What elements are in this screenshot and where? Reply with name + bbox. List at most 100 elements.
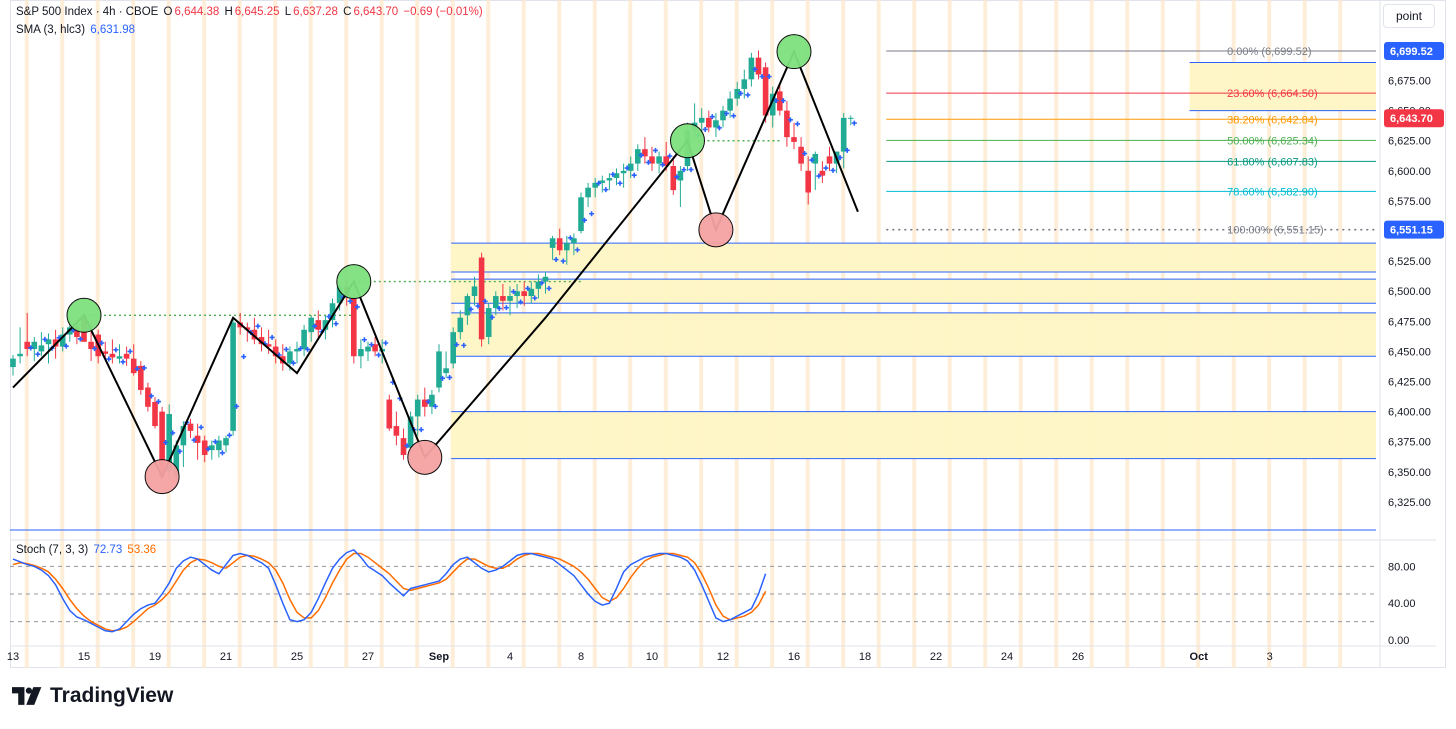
sma-marker: [745, 92, 751, 98]
sma-marker: [475, 303, 481, 309]
candle-body: [521, 291, 527, 297]
fib-level-label: 0.00% (6,699.52): [1227, 46, 1311, 58]
time-tick-label: 26: [1072, 651, 1084, 663]
chart-canvas[interactable]: 0.00% (6,699.52) 23.60% (6,664.50) 38.20% …: [0, 0, 1456, 672]
candle-body: [805, 170, 811, 193]
candle-body: [166, 414, 172, 472]
sma-marker: [333, 321, 339, 327]
candle-body: [10, 358, 16, 368]
sma-marker: [120, 359, 126, 365]
price-tick-label: 6,375.00: [1388, 437, 1431, 449]
time-tick-label: 22: [930, 651, 942, 663]
candle-body: [656, 156, 662, 164]
sma-marker: [191, 437, 197, 443]
candle-body: [457, 317, 464, 333]
sma-marker: [823, 165, 829, 171]
sma-value: 6,631.98: [90, 24, 135, 36]
candle-body: [485, 308, 492, 337]
sma-marker: [241, 354, 247, 360]
zone-box: [451, 279, 1376, 304]
candle-body: [642, 149, 648, 157]
pivot-high-marker: [336, 264, 372, 300]
fib-level-label: 100.00% (6,551.15): [1227, 225, 1324, 237]
sma-marker: [645, 159, 651, 165]
sma-marker: [440, 375, 445, 381]
sma-marker: [369, 342, 374, 348]
sma-marker: [376, 352, 382, 358]
candle-body: [436, 351, 442, 388]
candle-body: [848, 117, 854, 119]
sma-legend: SMA (3, hlc3) 6,631.98: [16, 24, 137, 36]
candle-body: [819, 170, 826, 176]
sma-marker: [709, 114, 715, 120]
sma-marker: [802, 151, 808, 157]
candle-body: [145, 387, 151, 407]
candle-body: [308, 317, 314, 333]
candle-body: [59, 334, 66, 347]
zone-box: [1189, 62, 1376, 111]
candle-body: [734, 88, 740, 99]
time-tick-label: 24: [1001, 651, 1013, 663]
stoch-label: Stoch (7, 3, 3): [16, 544, 89, 556]
candle-body: [599, 180, 606, 183]
sma-marker: [660, 162, 666, 168]
sma-marker: [255, 323, 261, 329]
candle-body: [130, 358, 137, 374]
sma-marker: [851, 120, 857, 126]
fib-level-label: 38.20% (6,642.84): [1227, 114, 1318, 126]
candle-body: [45, 339, 52, 345]
price-tick-label: 6,475.00: [1388, 316, 1431, 328]
sma-marker: [113, 347, 119, 353]
change-value: −0.69 (−0.01%): [403, 6, 483, 18]
price-tick-label: 6,625.00: [1388, 136, 1431, 148]
sma-marker: [205, 446, 211, 452]
sma-marker: [702, 126, 708, 132]
candle-body: [17, 353, 23, 357]
candle-body: [649, 156, 655, 164]
fib-level-label: 78.60% (6,582.90): [1227, 186, 1318, 198]
sma-label: SMA (3, hlc3): [16, 24, 86, 36]
candle-body: [173, 445, 180, 477]
sma-marker: [134, 366, 140, 372]
price-tick-label: 6,500.00: [1388, 286, 1431, 298]
sma-markers: [28, 66, 857, 456]
pivot-low-marker: [144, 459, 180, 495]
sma-marker: [688, 167, 694, 173]
pivot-high-marker: [670, 123, 705, 159]
sma-marker: [518, 299, 524, 305]
sma-marker: [127, 348, 133, 354]
candle-body: [102, 351, 109, 354]
price-tag-label: 6,699.52: [1390, 46, 1433, 58]
sma-marker: [624, 165, 630, 171]
candle-body: [791, 137, 797, 142]
candle-body: [464, 296, 471, 316]
sma-marker: [418, 427, 424, 433]
sma-marker: [759, 74, 765, 80]
candle-body: [400, 438, 407, 455]
candle-body: [493, 296, 499, 309]
sma-marker: [653, 147, 658, 153]
candle-body: [549, 238, 556, 248]
sma-marker: [809, 157, 815, 163]
candle-body: [138, 365, 144, 390]
zigzag-line: [12, 49, 859, 479]
sma-marker: [589, 211, 595, 217]
stoch-legend: Stoch (7, 3, 3) 72.73 53.36: [16, 544, 158, 556]
close-label: C: [343, 6, 352, 18]
candle-body: [578, 197, 584, 232]
high-value: 6,645.25: [234, 6, 280, 18]
sma-marker: [752, 66, 758, 72]
sma-marker: [560, 258, 566, 264]
time-tick-label: 12: [717, 651, 729, 663]
sma-marker: [198, 424, 204, 430]
session-stripe: [131, 0, 136, 668]
candle-body: [322, 320, 329, 330]
candle-body: [514, 291, 520, 297]
scale-mode-button[interactable]: point: [1383, 4, 1435, 28]
candle-body: [201, 440, 208, 455]
time-tick-label: 4: [507, 651, 513, 663]
sma-marker: [738, 90, 744, 96]
candle-body: [159, 411, 165, 477]
time-tick-label: Sep: [429, 651, 449, 663]
stoch-d-value: 53.36: [127, 544, 157, 556]
